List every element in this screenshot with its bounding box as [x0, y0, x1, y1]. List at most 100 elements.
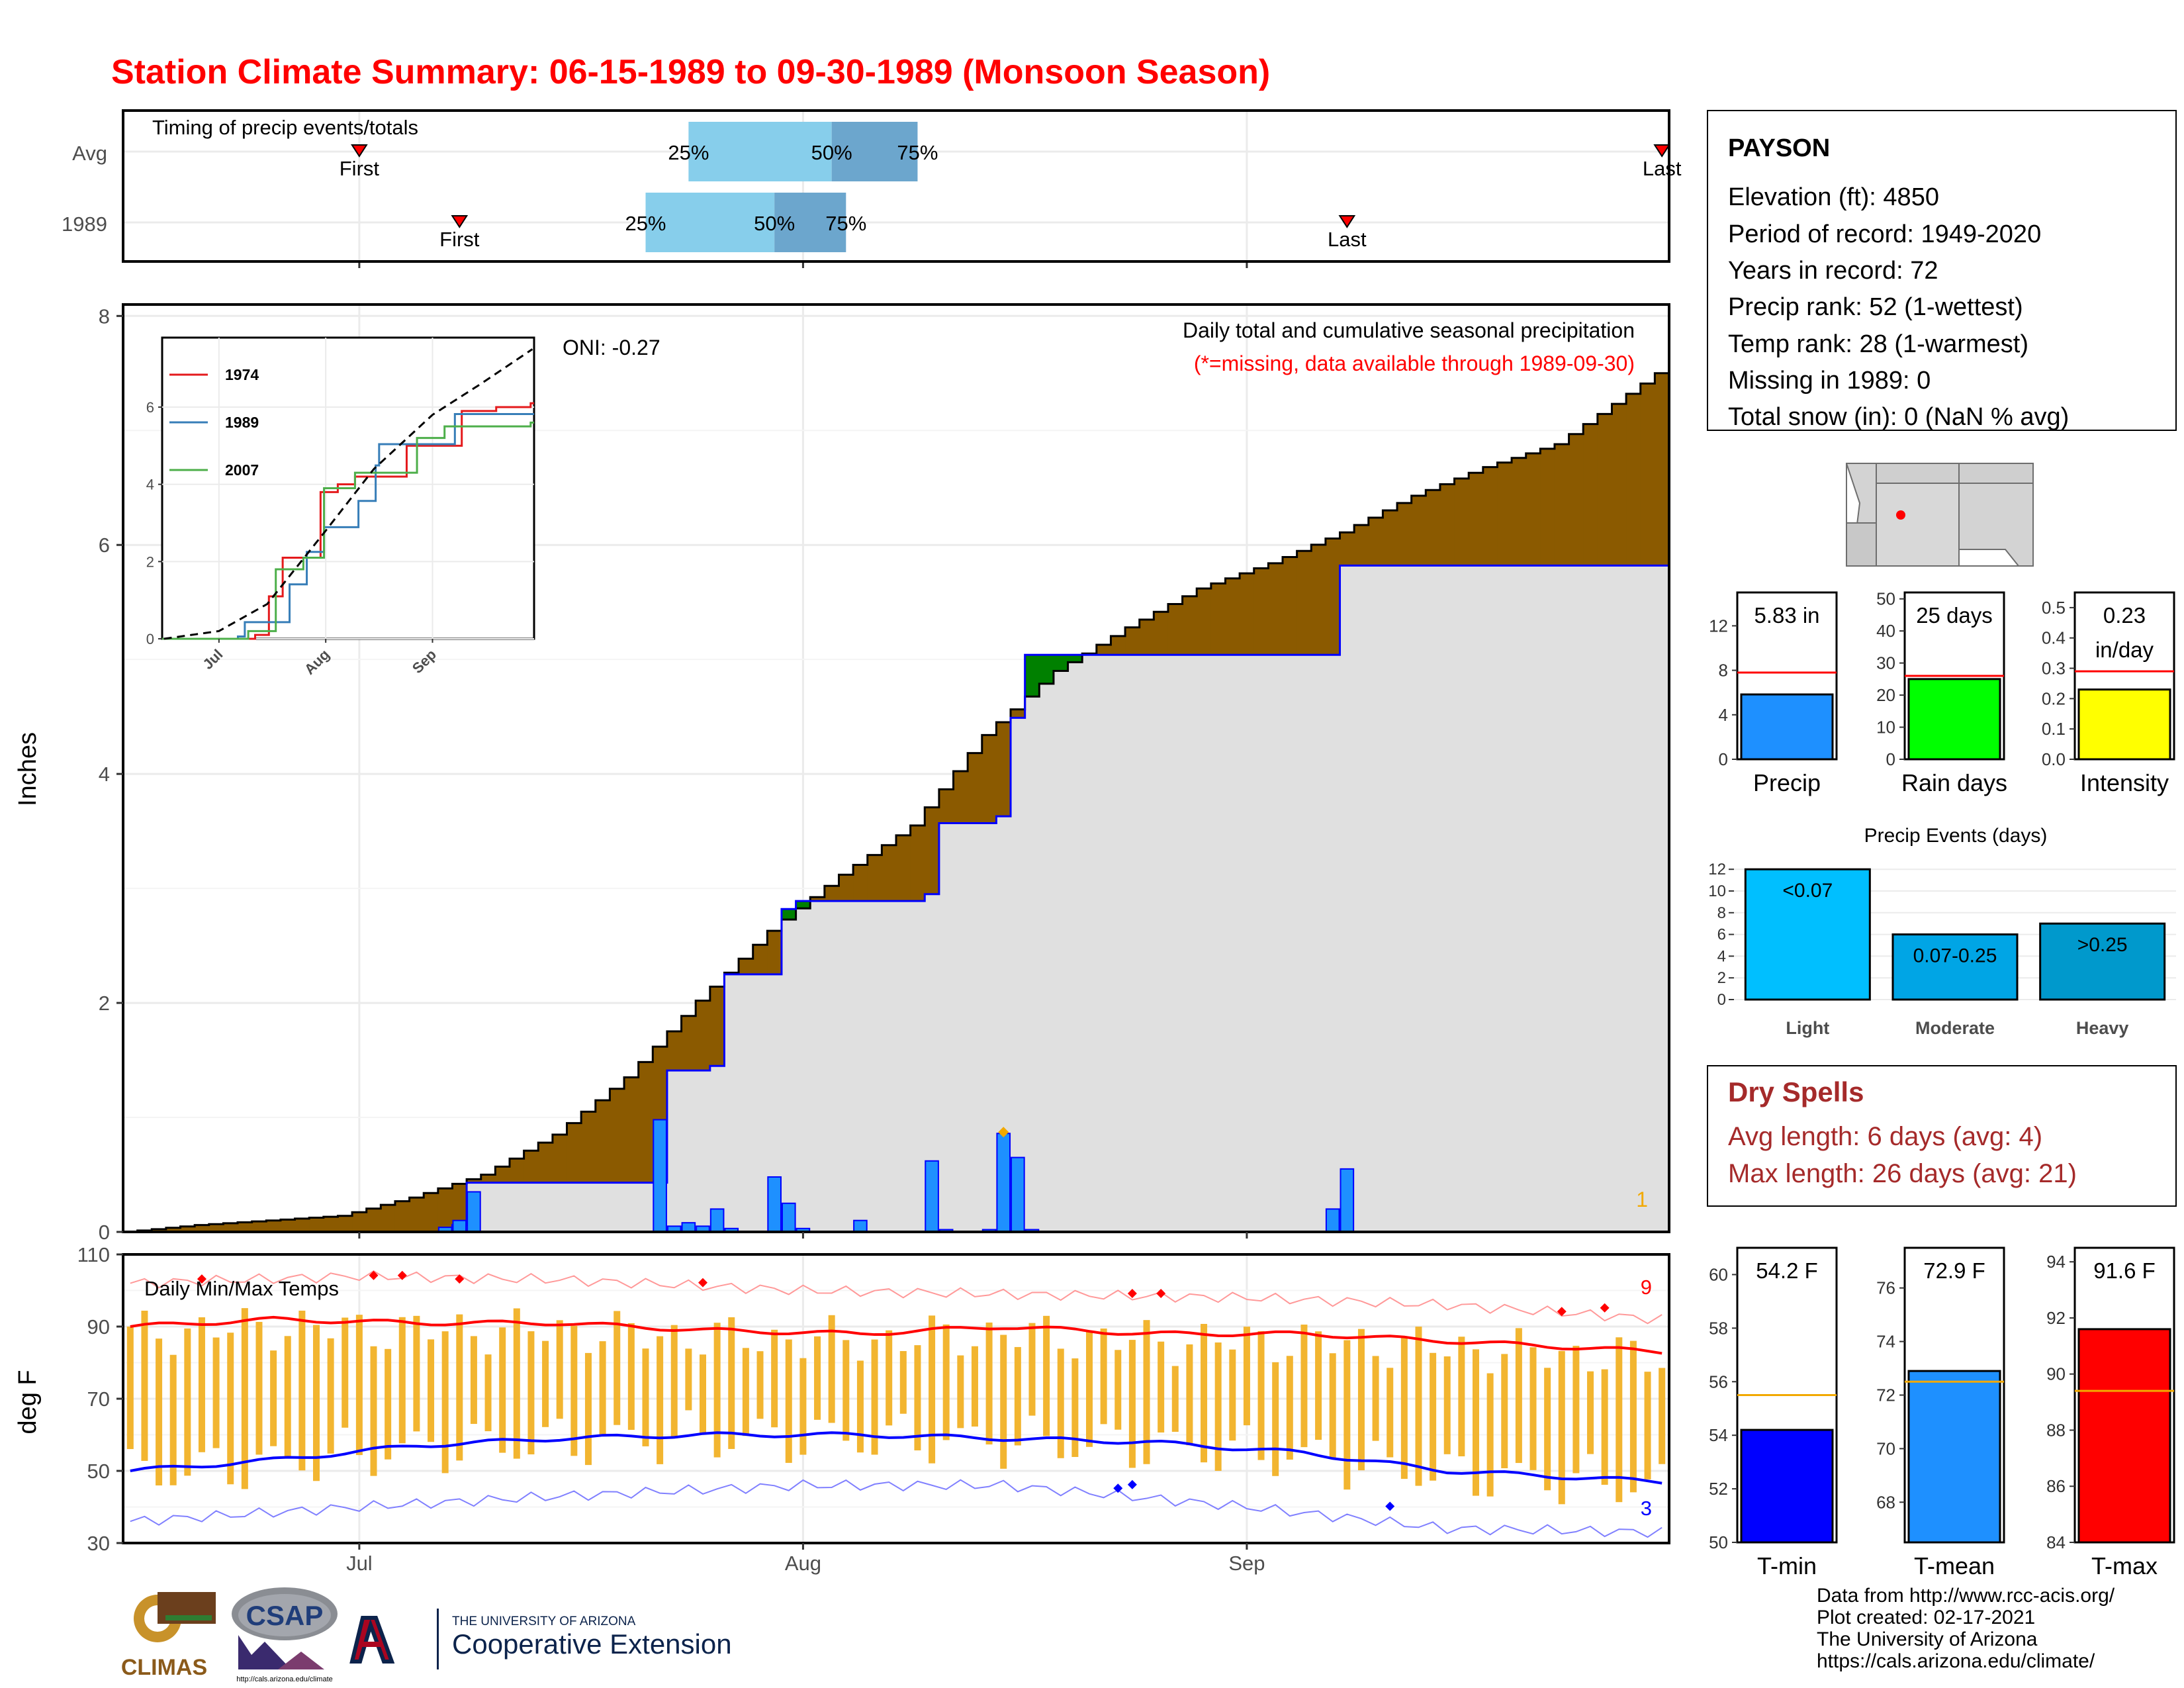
inset-legend-label: 1989 — [225, 414, 259, 431]
cumulative-base-fill — [867, 901, 882, 1232]
mini-bar-value — [2077, 688, 2171, 761]
mini-bar-y-tick-label: 50 — [1876, 589, 1895, 609]
ua-big-text: Cooperative Extension — [452, 1628, 732, 1660]
station-line: Elevation (ft): 4850 — [1728, 183, 1939, 211]
cumulative-base-fill — [1368, 565, 1384, 1232]
station-info-box: PAYSON Elevation (ft): 4850 Period of re… — [1707, 110, 2177, 431]
timing-row-year: 1989 — [62, 212, 107, 236]
events-bar-range-label: 0.07-0.25 — [1913, 945, 1997, 967]
avg-max-line — [130, 1315, 1662, 1355]
cumulative-base-fill — [1068, 662, 1083, 1232]
cumulative-difference-fill — [1583, 424, 1598, 566]
daily-temp-range-bar — [814, 1336, 821, 1420]
events-bar-range-label: >0.25 — [2077, 934, 2128, 956]
cumulative-difference-fill — [1426, 490, 1441, 566]
mini-bar-y-tick-label: 20 — [1876, 685, 1895, 705]
daily-temp-range-bar — [1128, 1340, 1136, 1468]
daily-temp-range-bar — [1644, 1372, 1651, 1479]
events-bar — [1744, 868, 1871, 1001]
record-high-marker — [197, 1274, 206, 1284]
cumulative-difference-fill — [309, 1217, 324, 1232]
daily-temp-range-bar — [799, 1358, 807, 1455]
daily-temp-range-bar — [1100, 1328, 1107, 1425]
mini-bar-y-tick-label: 12 — [1709, 616, 1728, 635]
cumulative-difference-fill — [1454, 478, 1469, 566]
cumulative-base-fill — [1469, 565, 1484, 1232]
cumulative-difference-fill — [781, 909, 797, 920]
record-high-marker — [455, 1274, 465, 1284]
daily-temp-range-bar — [385, 1348, 392, 1460]
dry-spells-max: Max length: 26 days (avg: 21) — [1728, 1159, 2077, 1188]
cumulative-base-fill — [953, 823, 968, 1232]
cumulative-difference-fill — [581, 1111, 596, 1183]
daily-temp-range-bar — [1243, 1327, 1250, 1426]
events-y-tick-label: 0 — [1717, 991, 1726, 1009]
cumulative-base-fill — [1540, 565, 1555, 1232]
daily-temp-range-bar — [1158, 1341, 1165, 1433]
daily-temp-range-bar — [642, 1348, 649, 1446]
climas-logo: CLIMAS — [121, 1592, 216, 1680]
mini-bar-value-label: 91.6 F — [2093, 1258, 2156, 1283]
record-event-marker — [998, 1127, 1009, 1138]
daily-precip-bar — [853, 1219, 868, 1233]
cumulative-base-fill — [968, 823, 983, 1232]
cumulative-base-fill — [781, 919, 797, 1232]
cumulative-base-fill — [1268, 655, 1283, 1232]
cumulative-difference-fill — [1311, 544, 1326, 655]
daily-temp-range-bar — [771, 1329, 778, 1428]
cumulative-difference-fill — [1569, 434, 1584, 566]
cumulative-difference-fill — [1167, 604, 1183, 655]
daily-temp-range-bar — [1071, 1358, 1079, 1458]
daily-temp-range-bar — [313, 1325, 320, 1481]
daily-temp-range-bar — [470, 1336, 477, 1425]
daily-temp-range-bar — [614, 1311, 621, 1425]
daily-temp-range-bar — [599, 1341, 606, 1436]
last-event-marker — [1338, 215, 1356, 228]
events-category-label: Light — [1786, 1018, 1829, 1038]
events-category-label: Heavy — [2076, 1018, 2129, 1038]
cumulative-base-fill — [1597, 565, 1613, 1232]
mini-bar-y-tick-label: 0 — [1886, 749, 1895, 769]
cumulative-base-fill — [1512, 565, 1527, 1232]
daily-temp-range-bar — [728, 1317, 735, 1449]
mini-bar-value-label: in/day — [2095, 637, 2154, 662]
cumulative-difference-fill — [752, 945, 768, 974]
timing-q50-label: 50% — [754, 212, 795, 235]
station-line: Period of record: 1949-2020 — [1728, 220, 2041, 248]
daily-temp-range-bar — [1601, 1369, 1608, 1485]
daily-temp-range-bar — [1186, 1344, 1193, 1446]
cumulative-base-fill — [925, 894, 940, 1232]
cumulative-base-fill — [495, 1182, 510, 1232]
timing-q75-label: 75% — [897, 141, 938, 164]
inset-y-tick-label: 2 — [146, 553, 154, 570]
daily-temp-range-bar — [627, 1323, 635, 1430]
record-low-marker — [1127, 1479, 1137, 1489]
daily-temp-range-bar — [1315, 1331, 1322, 1440]
cumulative-base-fill — [896, 901, 911, 1232]
cumulative-difference-fill — [152, 1229, 167, 1232]
cumulative-difference-fill — [1482, 467, 1498, 566]
mini-bar-y-tick-label: 86 — [2046, 1476, 2066, 1496]
cumulative-base-fill — [1454, 565, 1469, 1232]
mini-bar-y-tick-label: 72 — [1876, 1385, 1895, 1405]
cumulative-base-fill — [1283, 655, 1298, 1232]
mini-bar-y-tick-label: 70 — [1876, 1438, 1895, 1458]
cumulative-difference-fill — [910, 825, 925, 902]
cumulative-difference-fill — [208, 1224, 224, 1232]
daily-temp-range-bar — [1201, 1323, 1208, 1463]
cumulative-difference-fill — [996, 722, 1011, 817]
avg-cumulative-line — [123, 372, 1669, 1233]
cumulative-base-fill — [709, 1066, 725, 1232]
daily-temp-range-bar — [156, 1338, 163, 1485]
mini-bar-y-tick-label: 0.3 — [2042, 659, 2066, 679]
mini-bar-value — [1907, 678, 2001, 761]
temp-count-min: 3 — [1641, 1497, 1652, 1520]
daily-temp-range-bar — [1659, 1368, 1666, 1464]
mini-bar-y-tick-label: 76 — [1876, 1278, 1895, 1298]
daily-temp-range-bar — [184, 1328, 191, 1476]
daily-temp-range-bar — [141, 1311, 148, 1461]
cumulative-base-fill — [1397, 565, 1412, 1232]
cumulative-base-fill — [696, 1070, 711, 1232]
y-tick-label: 4 — [99, 763, 110, 786]
cumulative-base-fill — [724, 974, 739, 1232]
